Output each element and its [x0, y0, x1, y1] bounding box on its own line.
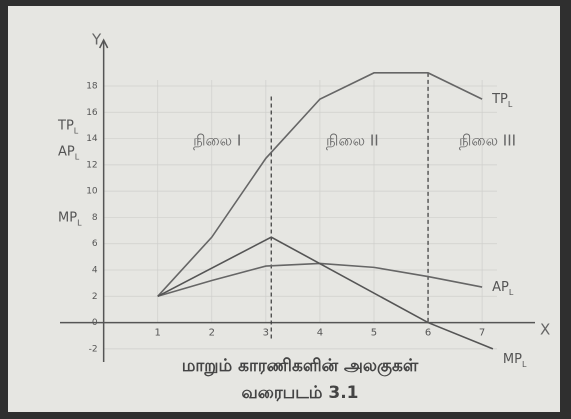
series-label: MPL — [503, 351, 527, 368]
y-tick-label: 18 — [86, 82, 98, 92]
y-tick-label: 4 — [92, 266, 98, 276]
label-sub: L — [77, 218, 82, 227]
label-main: MP — [503, 351, 522, 366]
stage-label: நிலை II — [326, 132, 379, 150]
y-tick-label: 8 — [92, 213, 98, 223]
label-sub: L — [508, 100, 513, 109]
label-main: TP — [491, 92, 508, 107]
x-tick-label: 3 — [263, 328, 269, 339]
label-sub: L — [522, 359, 527, 368]
stage-label: நிலை I — [193, 132, 241, 150]
series-label: APL — [492, 280, 514, 297]
label-main: MP — [58, 210, 77, 225]
y-tick-label: 2 — [92, 292, 98, 302]
caption: மாறும் காரணிகளின் அலகுகள் — [182, 356, 419, 376]
y-axis-label: APL — [58, 144, 80, 161]
x-tick-label: 5 — [371, 328, 377, 339]
paper — [8, 6, 560, 412]
y-tick-label: 12 — [86, 160, 97, 170]
y-axis-letter: Y — [91, 31, 102, 49]
y-axis-label: TPL — [57, 118, 79, 135]
stage-label: நிலை III — [459, 132, 516, 150]
x-tick-label: 2 — [209, 328, 215, 339]
series-line — [157, 236, 494, 350]
x-tick-label: 1 — [155, 328, 161, 339]
y-arrow — [98, 38, 109, 49]
y-tick-label: 10 — [86, 187, 98, 197]
y-tick-label: 6 — [92, 239, 98, 249]
series-label: TPL — [491, 92, 513, 109]
label-main: TP — [57, 118, 74, 133]
label-sub: L — [509, 288, 514, 297]
label-sub: L — [75, 152, 80, 161]
caption: வரைபடம் 3.1 — [241, 383, 358, 403]
label-main: AP — [58, 144, 75, 159]
x-tick-label: 7 — [479, 328, 485, 339]
y-tick-label: 16 — [86, 108, 98, 118]
x-tick-label: 6 — [425, 328, 431, 339]
y-tick-label: -2 — [89, 344, 98, 354]
y-tick-label: 14 — [86, 134, 98, 144]
y-axis-label: MPL — [58, 210, 82, 227]
x-axis-letter: X — [540, 321, 550, 339]
label-main: AP — [492, 280, 509, 295]
x-tick-label: 4 — [317, 328, 323, 339]
series-line — [157, 72, 483, 297]
label-sub: L — [74, 126, 79, 135]
